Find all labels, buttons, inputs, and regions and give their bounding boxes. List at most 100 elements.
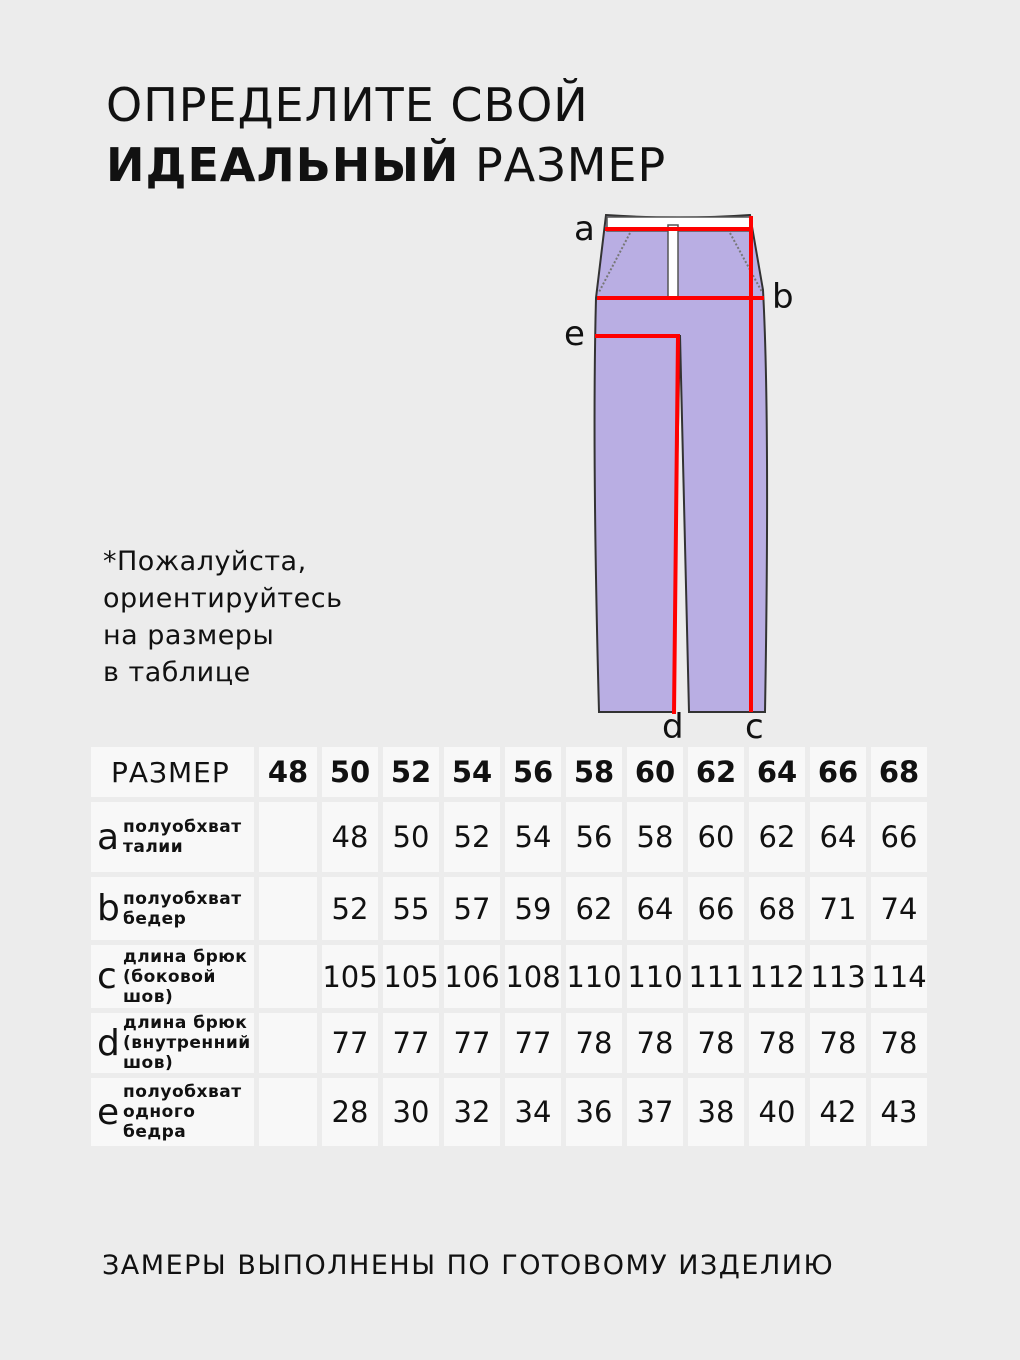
table-cell: 38 [688, 1078, 744, 1146]
description-line: (внутренний [123, 1033, 251, 1053]
table-cell: 64 [810, 802, 866, 872]
table-cell: 34 [505, 1078, 561, 1146]
size-header: 54 [444, 747, 500, 797]
row-label: b полуобхват бедер [91, 877, 254, 940]
table-cell: 106 [444, 945, 500, 1008]
row-letter: d [97, 1022, 120, 1064]
description-line: талии [123, 837, 184, 857]
description-line: полуобхват [123, 1082, 242, 1102]
size-header: 52 [383, 747, 439, 797]
description-line: шов) [123, 986, 174, 1007]
fly [667, 224, 679, 298]
description-line: бедра [123, 1122, 187, 1142]
table-cell: 77 [444, 1013, 500, 1073]
table-cell [259, 802, 317, 872]
note: *Пожалуйста, ориентируйтесь на размеры в… [103, 543, 343, 691]
size-header: 56 [505, 747, 561, 797]
table-cell: 48 [322, 802, 378, 872]
row-description: длина брюк (боковой шов) [123, 947, 247, 1007]
title-line-2: ИДЕАЛЬНЫЙ РАЗМЕР [106, 142, 666, 188]
description-line: полуобхват [123, 888, 242, 909]
row-label: c длина брюк (боковой шов) [91, 945, 254, 1008]
table-cell: 58 [627, 802, 683, 872]
size-table: РАЗМЕР 48 50 52 54 56 58 60 62 64 66 68 a полуобхва… [86, 742, 932, 1151]
pocket-left [598, 232, 631, 293]
table-cell: 40 [749, 1078, 805, 1146]
table-cell: 114 [871, 945, 927, 1008]
table-cell: 113 [810, 945, 866, 1008]
table-cell: 68 [749, 877, 805, 940]
size-header: 68 [871, 747, 927, 797]
label-b: b [772, 277, 794, 317]
table-cell: 78 [749, 1013, 805, 1073]
size-header: 60 [627, 747, 683, 797]
title-bold: ИДЕАЛЬНЫЙ [106, 138, 460, 192]
label-a: a [574, 209, 595, 249]
description-line: шов) [123, 1053, 174, 1073]
note-line: в таблице [103, 657, 251, 688]
table-cell [259, 877, 317, 940]
table-cell: 36 [566, 1078, 622, 1146]
table-cell: 42 [810, 1078, 866, 1146]
table-row: c длина брюк (боковой шов) 105 105 106 108 110 11… [91, 945, 927, 1008]
table-cell: 105 [383, 945, 439, 1008]
table-cell [259, 1078, 317, 1146]
table-cell: 77 [322, 1013, 378, 1073]
row-description: полуобхват бедер [123, 889, 242, 929]
description-line: одного [123, 1102, 196, 1122]
size-header: 48 [259, 747, 317, 797]
table-cell: 28 [322, 1078, 378, 1146]
table-cell [259, 945, 317, 1008]
size-header: 58 [566, 747, 622, 797]
table-cell: 43 [871, 1078, 927, 1146]
table-row: e полуобхват одного бедра 28 30 32 34 36 37 38 40 42… [91, 1078, 927, 1146]
row-label: d длина брюк (внутренний шов) [91, 1013, 254, 1073]
row-description: длина брюк (внутренний шов) [123, 1013, 251, 1073]
row-letter: b [97, 888, 120, 929]
description-line: (боковой [123, 966, 216, 987]
table-row: a полуобхват талии 48 50 52 54 56 58 60 62 64 66 [91, 802, 927, 872]
table-cell: 78 [688, 1013, 744, 1073]
header-label: РАЗМЕР [91, 747, 254, 797]
table-cell: 59 [505, 877, 561, 940]
table-cell: 105 [322, 945, 378, 1008]
table-cell: 62 [566, 877, 622, 940]
title-rest: РАЗМЕР [459, 138, 667, 192]
description-line: длина брюк [123, 1013, 248, 1033]
table-cell: 111 [688, 945, 744, 1008]
table-cell: 56 [566, 802, 622, 872]
table-cell: 50 [383, 802, 439, 872]
table-header-row: РАЗМЕР 48 50 52 54 56 58 60 62 64 66 68 [91, 747, 927, 797]
table-cell: 54 [505, 802, 561, 872]
size-header: 64 [749, 747, 805, 797]
row-label: a полуобхват талии [91, 802, 254, 872]
table-cell: 52 [444, 802, 500, 872]
table-row: d длина брюк (внутренний шов) 77 77 77 77 78 78 78… [91, 1013, 927, 1073]
table-cell: 64 [627, 877, 683, 940]
table-cell: 66 [871, 802, 927, 872]
size-header: 62 [688, 747, 744, 797]
note-line: ориентируйтесь [103, 583, 343, 614]
row-description: полуобхват одного бедра [123, 1082, 242, 1142]
note-line: на размеры [103, 620, 275, 651]
note-line: *Пожалуйста, [103, 546, 307, 577]
label-e: e [564, 314, 585, 354]
pants-outline [593, 213, 769, 713]
description-line: полуобхват [123, 817, 242, 837]
table-cell: 57 [444, 877, 500, 940]
table-cell: 71 [810, 877, 866, 940]
label-c: c [745, 707, 764, 747]
table-cell [259, 1013, 317, 1073]
description-line: бедер [123, 908, 187, 929]
row-letter: e [97, 1091, 120, 1133]
table-cell: 32 [444, 1078, 500, 1146]
table-cell: 30 [383, 1078, 439, 1146]
table-cell: 112 [749, 945, 805, 1008]
table-cell: 52 [322, 877, 378, 940]
table-cell: 108 [505, 945, 561, 1008]
size-header: 50 [322, 747, 378, 797]
row-letter: c [97, 956, 117, 997]
table-row: b полуобхват бедер 52 55 57 59 62 64 66 68 71 74 [91, 877, 927, 940]
table-cell: 74 [871, 877, 927, 940]
table-cell: 62 [749, 802, 805, 872]
